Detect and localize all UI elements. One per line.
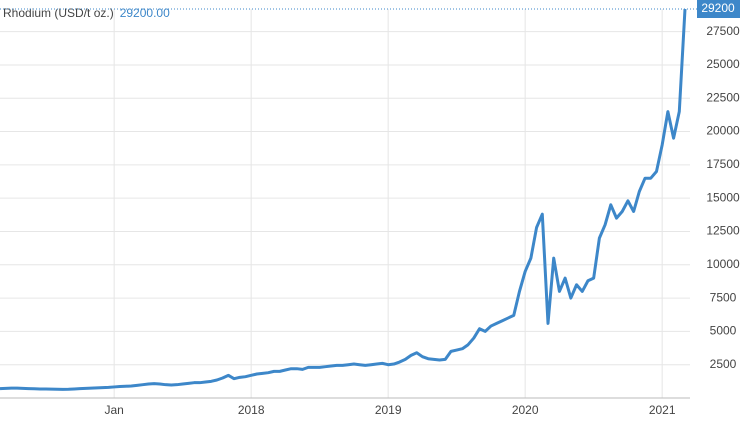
last-value-label: 29200 xyxy=(701,1,735,15)
x-tick-label: Jan xyxy=(104,403,123,417)
legend-label: Rhodium (USD/t oz.) xyxy=(3,6,114,20)
y-tick-label: 25000 xyxy=(706,57,740,71)
y-tick-label: 22500 xyxy=(706,90,740,104)
y-tick-label: 17500 xyxy=(706,157,740,171)
y-tick-label: 12500 xyxy=(706,224,740,238)
legend-value: 29200.00 xyxy=(120,6,170,20)
y-tick-label: 27500 xyxy=(706,24,740,38)
y-tick-label: 15000 xyxy=(706,190,740,204)
x-tick-label: 2021 xyxy=(649,403,676,417)
y-tick-label: 20000 xyxy=(706,124,740,138)
price-line xyxy=(0,8,687,391)
y-tick-label: 7500 xyxy=(710,290,737,304)
last-value-box xyxy=(697,0,740,18)
x-tick-label: 2019 xyxy=(375,403,402,417)
x-tick-label: 2018 xyxy=(238,403,265,417)
y-tick-label: 5000 xyxy=(710,324,737,338)
y-tick-label: 2500 xyxy=(710,357,737,371)
x-tick-label: 2020 xyxy=(512,403,539,417)
y-tick-label: 10000 xyxy=(706,257,740,271)
